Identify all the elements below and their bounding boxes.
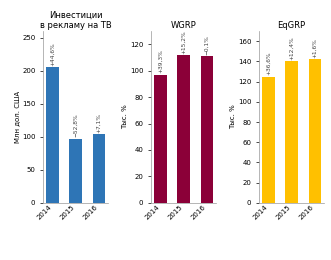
Bar xyxy=(201,56,213,203)
Text: +39,3%: +39,3% xyxy=(158,49,163,73)
Bar xyxy=(177,55,190,203)
Text: −52,8%: −52,8% xyxy=(73,114,78,137)
Y-axis label: Тыс. %: Тыс. % xyxy=(122,105,128,129)
Text: +7,1%: +7,1% xyxy=(97,113,102,133)
Bar xyxy=(69,139,82,203)
Bar xyxy=(262,77,275,203)
Bar xyxy=(285,61,298,203)
Text: +12,4%: +12,4% xyxy=(289,36,294,60)
Y-axis label: Тыс. %: Тыс. % xyxy=(230,105,236,129)
Text: +1,6%: +1,6% xyxy=(312,38,317,58)
Text: +44,6%: +44,6% xyxy=(50,42,55,66)
Text: −0,1%: −0,1% xyxy=(205,35,210,55)
Title: WGRP: WGRP xyxy=(171,21,197,30)
Bar xyxy=(93,134,106,203)
Y-axis label: Млн дол. США: Млн дол. США xyxy=(15,91,21,143)
Text: +15,2%: +15,2% xyxy=(181,30,186,54)
Text: +36,6%: +36,6% xyxy=(266,52,271,75)
Title: EqGRP: EqGRP xyxy=(278,21,306,30)
Bar xyxy=(154,75,167,203)
Bar xyxy=(308,60,321,203)
Title: Инвестиции
в рекламу на ТВ: Инвестиции в рекламу на ТВ xyxy=(40,11,112,30)
Bar xyxy=(46,68,59,203)
